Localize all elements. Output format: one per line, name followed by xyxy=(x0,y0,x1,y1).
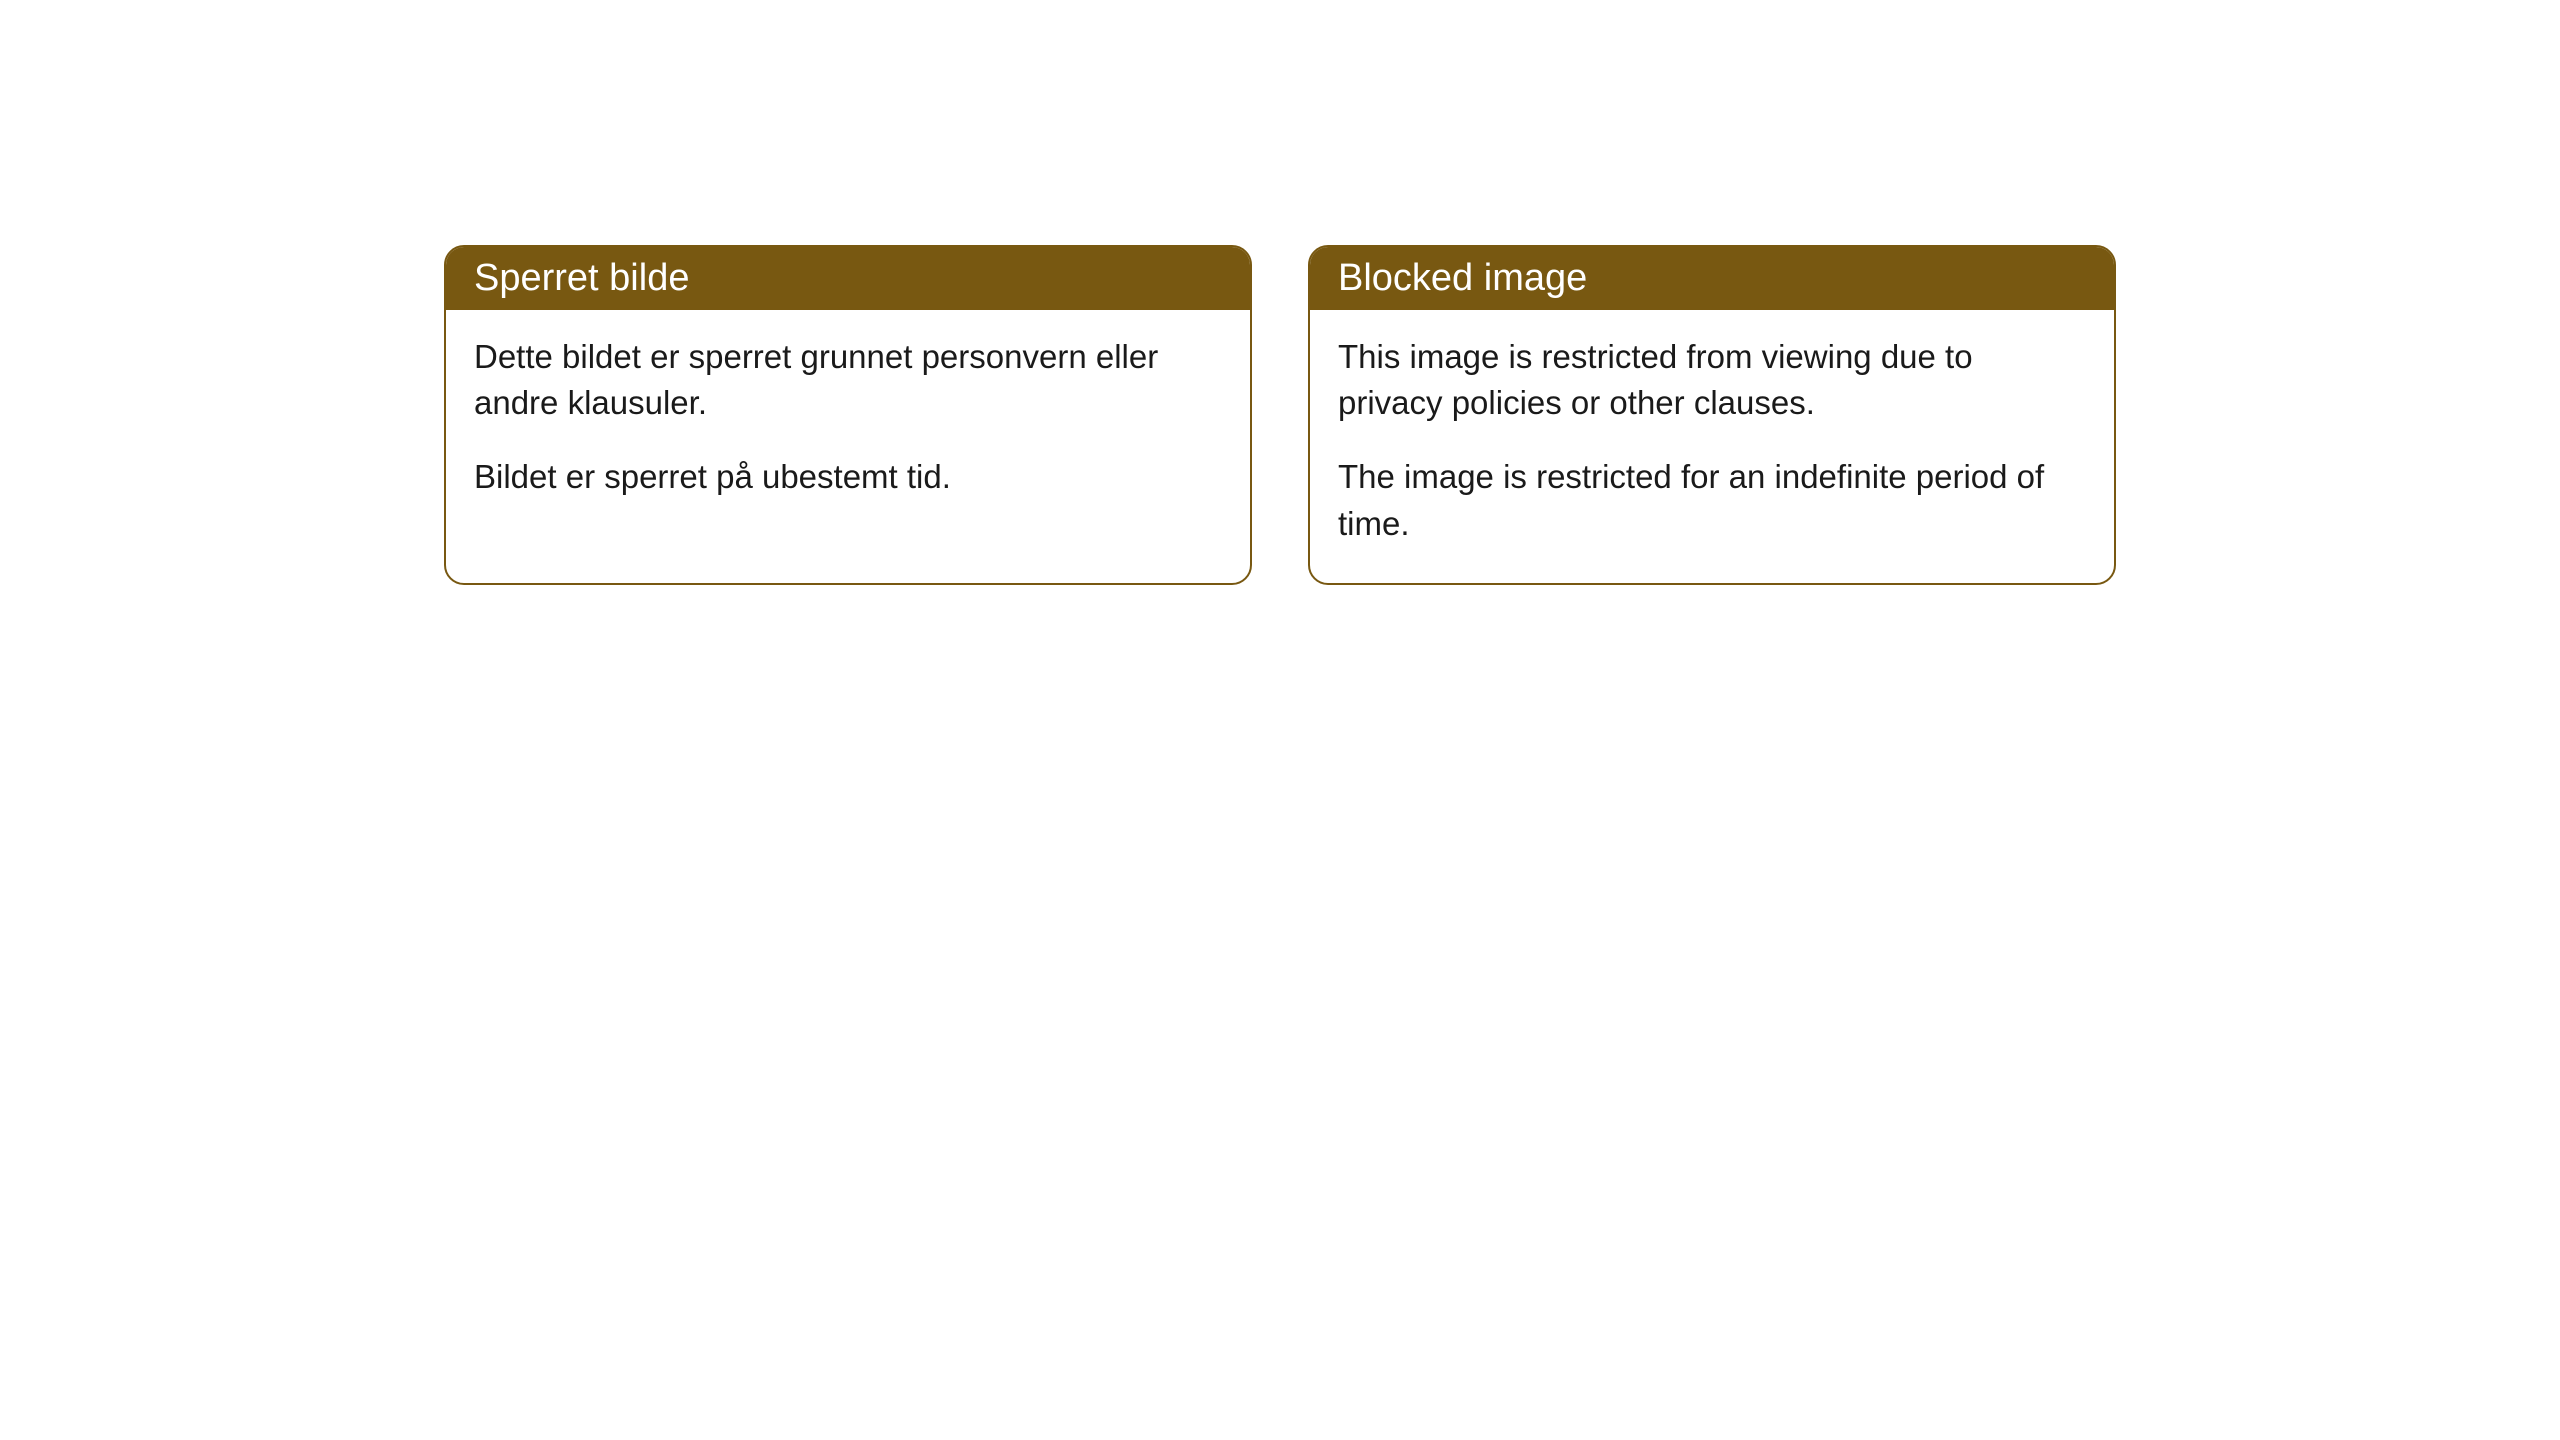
card-paragraph-1: This image is restricted from viewing du… xyxy=(1338,334,2086,426)
blocked-image-card-norwegian: Sperret bilde Dette bildet er sperret gr… xyxy=(444,245,1252,585)
card-body-english: This image is restricted from viewing du… xyxy=(1310,310,2114,583)
card-title: Sperret bilde xyxy=(474,257,689,299)
blocked-image-card-english: Blocked image This image is restricted f… xyxy=(1308,245,2116,585)
card-header-english: Blocked image xyxy=(1310,247,2114,310)
card-body-norwegian: Dette bildet er sperret grunnet personve… xyxy=(446,310,1250,537)
card-title: Blocked image xyxy=(1338,257,1587,299)
card-paragraph-1: Dette bildet er sperret grunnet personve… xyxy=(474,334,1222,426)
notice-cards-container: Sperret bilde Dette bildet er sperret gr… xyxy=(444,245,2116,585)
card-paragraph-2: The image is restricted for an indefinit… xyxy=(1338,454,2086,546)
card-header-norwegian: Sperret bilde xyxy=(446,247,1250,310)
card-paragraph-2: Bildet er sperret på ubestemt tid. xyxy=(474,454,1222,500)
